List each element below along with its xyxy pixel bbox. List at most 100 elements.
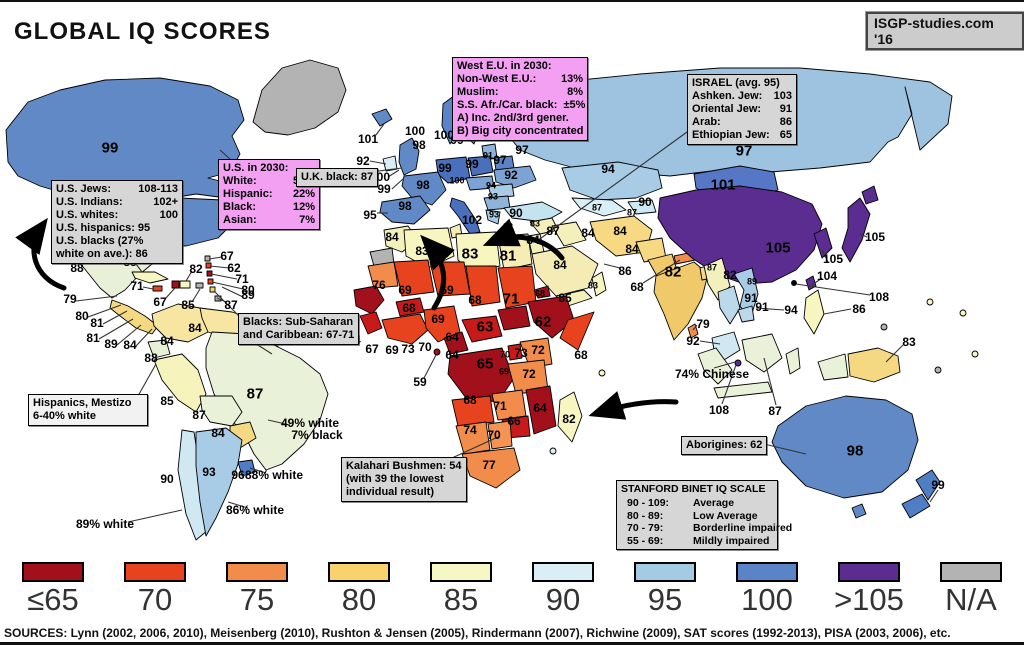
callout-row: 55 - 69: Mildly impaired (627, 534, 770, 547)
map-value-label: 94 (601, 162, 615, 176)
legend-label: 80 (341, 582, 377, 617)
map-value-label: 87 (768, 404, 782, 418)
region-senegal-guinea (353, 285, 385, 315)
region-romania (487, 183, 515, 199)
legend-label: N/A (945, 582, 997, 617)
callout-title: U.S. in 2030: (223, 162, 289, 174)
callout-row: Hispanics, Mestizo (33, 397, 132, 409)
map-value-label: 84 (526, 233, 540, 247)
map-value-label: 101 (357, 132, 379, 146)
legend-label: 70 (137, 582, 173, 617)
legend-item: 80 (316, 562, 402, 615)
map-value-label: 100 (449, 175, 465, 186)
region-borneo (741, 333, 783, 373)
legend-item: 95 (622, 562, 708, 615)
region-brazil (205, 331, 329, 471)
region-mozambique (525, 385, 557, 435)
map-value-label: 89% white (75, 517, 135, 531)
region-antilles (204, 255, 211, 262)
region-uganda (507, 343, 523, 361)
map-value-label: 84 (625, 242, 639, 256)
map-value-label: 71 (235, 272, 249, 286)
legend-label: >105 (834, 582, 904, 617)
region-sumatra (697, 347, 733, 385)
callout-row: and Caribbean: 67-71 (243, 328, 355, 341)
region-singapore (734, 359, 742, 367)
callout-row: white on ave.): 86 (56, 247, 148, 260)
region-south-africa (461, 447, 521, 489)
legend-item: 90 (520, 562, 606, 615)
map-value-label: 68 (468, 293, 482, 307)
region-somalia (559, 311, 595, 351)
map-value-label: 96 (231, 468, 245, 482)
map-value-label: 69 (398, 283, 412, 297)
map-value-label: 80 (75, 309, 89, 323)
region-ethiopia (527, 295, 575, 339)
legend-swatch (226, 562, 288, 582)
callout-blacks-caribbean: Blacks: Sub-Saharan and Caribbean: 67-71 (238, 313, 360, 345)
map-value-label: 86 (618, 264, 632, 278)
legend-label: 95 (647, 582, 683, 617)
callout-row: Black: 12% (223, 200, 315, 213)
region-antilles (205, 262, 212, 269)
map-value-label: 49% white (280, 416, 340, 430)
map-value-label: 82 (562, 412, 576, 426)
map-value-label: 99 (465, 157, 479, 171)
map-value-label: 87 (192, 408, 206, 422)
callout-row: U.S. whites: 100 (56, 208, 178, 221)
map-value-label: 81 (90, 316, 104, 330)
callout-row: Ethiopian Jew: 65 (692, 128, 792, 141)
map-value-label: 63 (476, 318, 494, 336)
region-philippines (803, 289, 825, 335)
map-value-label: 67 (220, 249, 234, 263)
callout-title: West E.U. in 2030: (457, 60, 552, 72)
map-value-label: 77 (482, 458, 496, 472)
map-value-label: 62 (534, 313, 552, 331)
map-value-label: 67 (153, 295, 167, 309)
map-value-label: 82 (723, 268, 737, 282)
map-value-label: 98 (412, 138, 426, 152)
map-value-label: 92 (356, 154, 370, 168)
callout-row: U.S. Jews: 108-113 (56, 183, 178, 195)
map-value-label: 70 (418, 340, 432, 354)
map-value-label: 86 (852, 302, 866, 316)
watermark-badge: ISGP-studies.com '16 (865, 11, 1024, 51)
map-value-label: 59 (413, 375, 427, 389)
legend-swatch (532, 562, 594, 582)
map-value-label: 97 (515, 143, 529, 157)
map-value-label: 76 (372, 278, 386, 292)
legend-label: 90 (545, 582, 581, 617)
region-ghana-ivory (381, 313, 429, 345)
region-puerto-rico (195, 282, 204, 289)
map-value-label: 68 (463, 393, 477, 407)
map-value-label: 66 (507, 414, 521, 428)
map-value-label: 90 (638, 195, 652, 209)
map-value-label: 97 (493, 153, 507, 167)
region-iceland (371, 108, 393, 127)
legend-swatch (838, 562, 900, 582)
map-value-label: 71 (502, 290, 520, 308)
callout-stanford: STANFORD BINET IQ SCALE 90 - 109: Average 8… (616, 480, 792, 550)
callout-us-jews: U.S. Jews: 108-113 U.S. Indians: 102+ U.S. w… (51, 180, 183, 264)
map-value-label: 84 (123, 338, 137, 352)
island-dot (926, 298, 934, 306)
map-value-label: 70 (487, 428, 501, 442)
region-sulawesi (785, 347, 801, 375)
region-namibia (455, 421, 491, 455)
callout-row: 90 - 109: Average (627, 497, 735, 510)
map-value-label: 64 (445, 330, 459, 344)
map-value-label: 91 (482, 150, 494, 161)
map-value-label: 105 (822, 252, 844, 266)
map-value-label: 84 (613, 224, 627, 238)
region-turkey (503, 201, 563, 223)
map-value-label: 71 (493, 399, 507, 413)
map-value-label: 70 (499, 349, 511, 360)
region-india (653, 261, 709, 341)
map-value-label: 95 (363, 208, 377, 222)
region-japan (841, 197, 871, 263)
island-dot (549, 447, 557, 455)
callout-row: individual result) (346, 485, 435, 498)
callout-row: Muslim: 8% (457, 85, 583, 98)
map-value-label: 84 (385, 230, 399, 244)
